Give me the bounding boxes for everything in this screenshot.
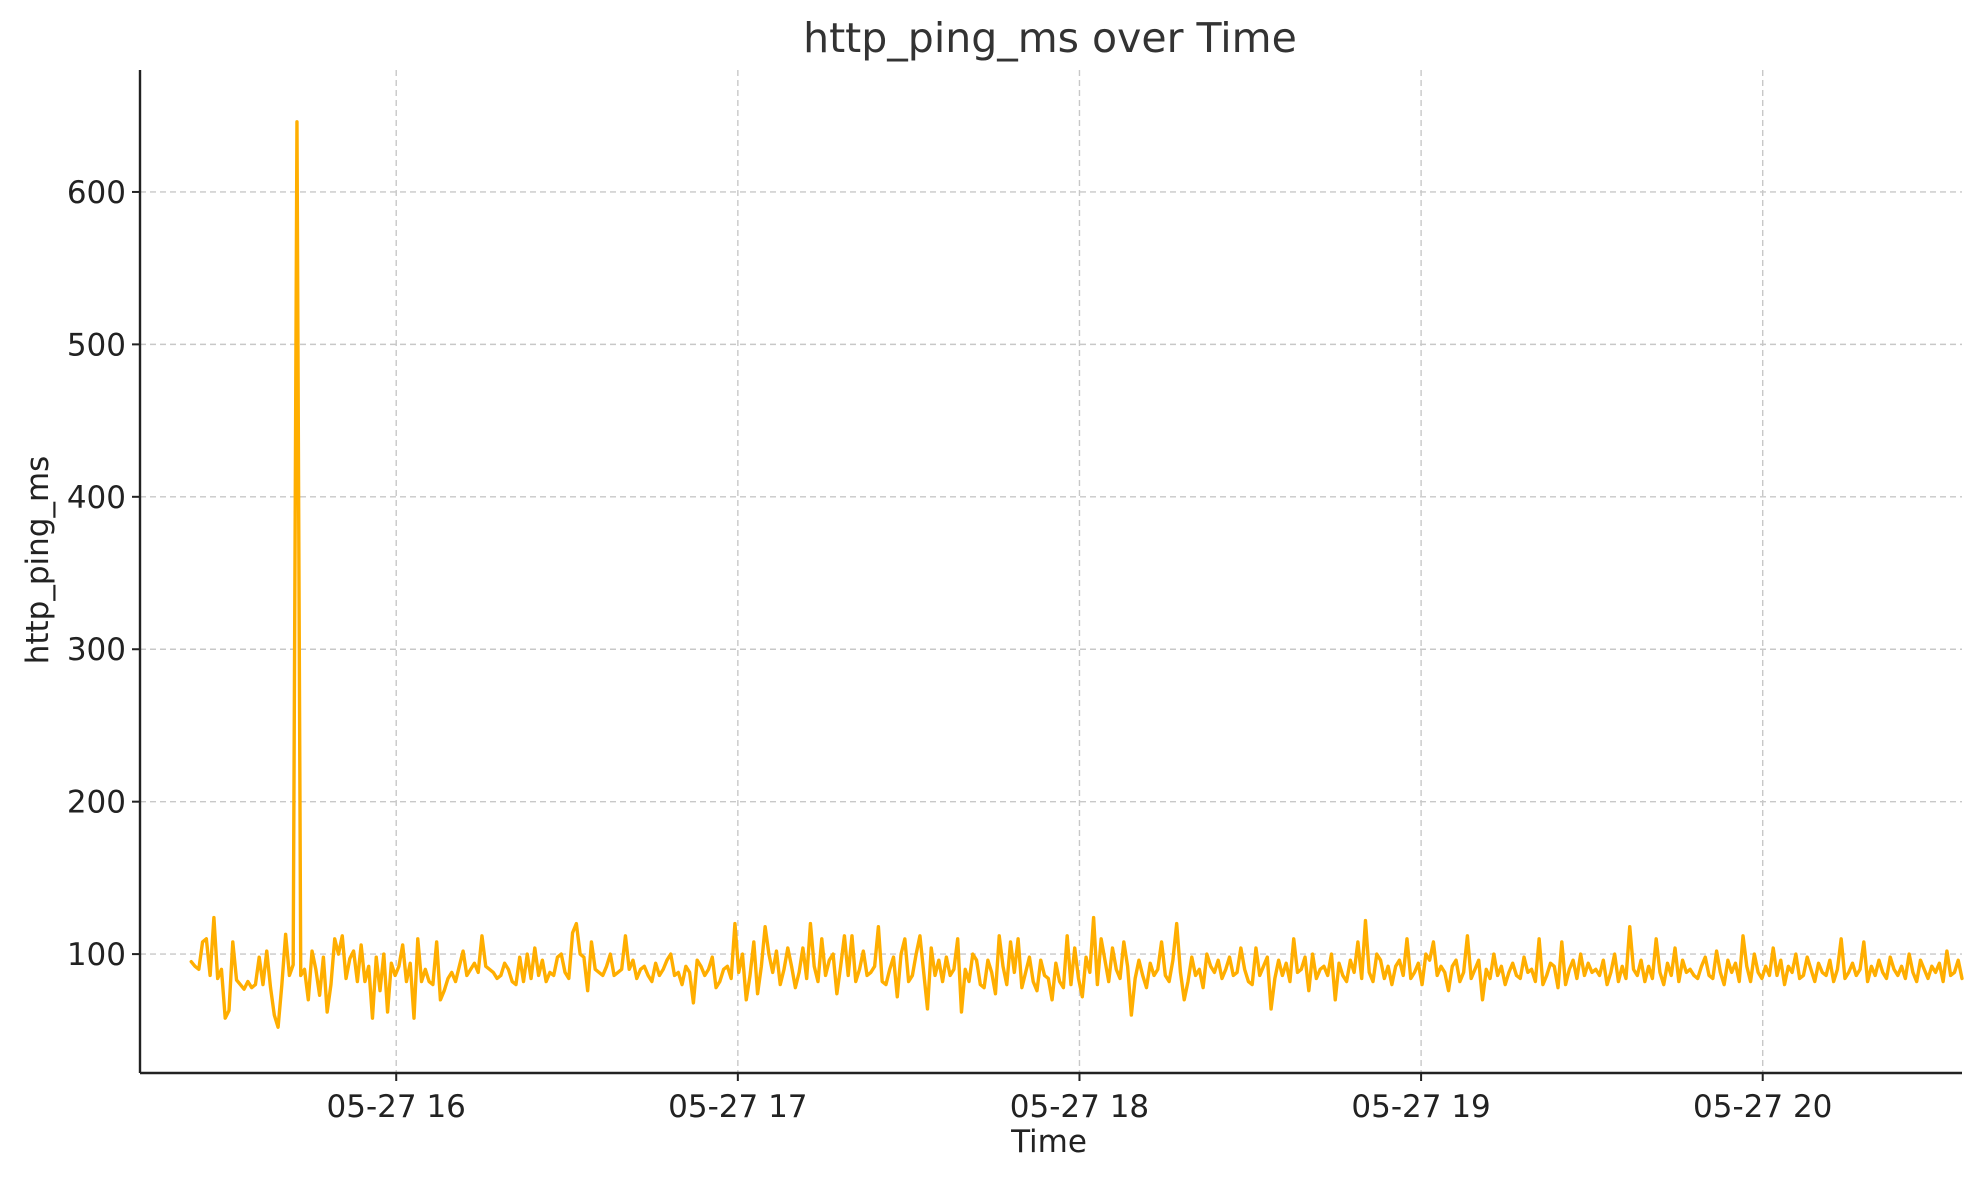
y-tick-label-600: 600 [67, 175, 126, 211]
y-tick-label-100: 100 [67, 937, 126, 973]
y-axis-label: http_ping_ms [20, 456, 56, 665]
y-tick-label-300: 300 [67, 632, 126, 668]
chart-title: http_ping_ms over Time [803, 14, 1297, 62]
x-tick-label-3: 05-27 19 [1351, 1089, 1490, 1125]
x-axis-ticks: 05-27 16 05-27 17 05-27 18 05-27 19 05-27 20 [327, 1073, 1832, 1125]
y-tick-label-500: 500 [67, 327, 126, 363]
y-tick-label-400: 400 [67, 480, 126, 516]
x-tick-label-2: 05-27 18 [1010, 1089, 1149, 1125]
series-line-http-ping-ms [189, 120, 1964, 1029]
grid [140, 70, 1962, 1073]
y-axis-ticks: 100 200 300 400 500 600 [67, 175, 140, 973]
x-tick-label-1: 05-27 17 [668, 1089, 807, 1125]
x-tick-label-0: 05-27 16 [327, 1089, 466, 1125]
x-axis-label: Time [1010, 1124, 1087, 1160]
y-tick-label-200: 200 [67, 785, 126, 821]
x-tick-label-4: 05-27 20 [1693, 1089, 1832, 1125]
